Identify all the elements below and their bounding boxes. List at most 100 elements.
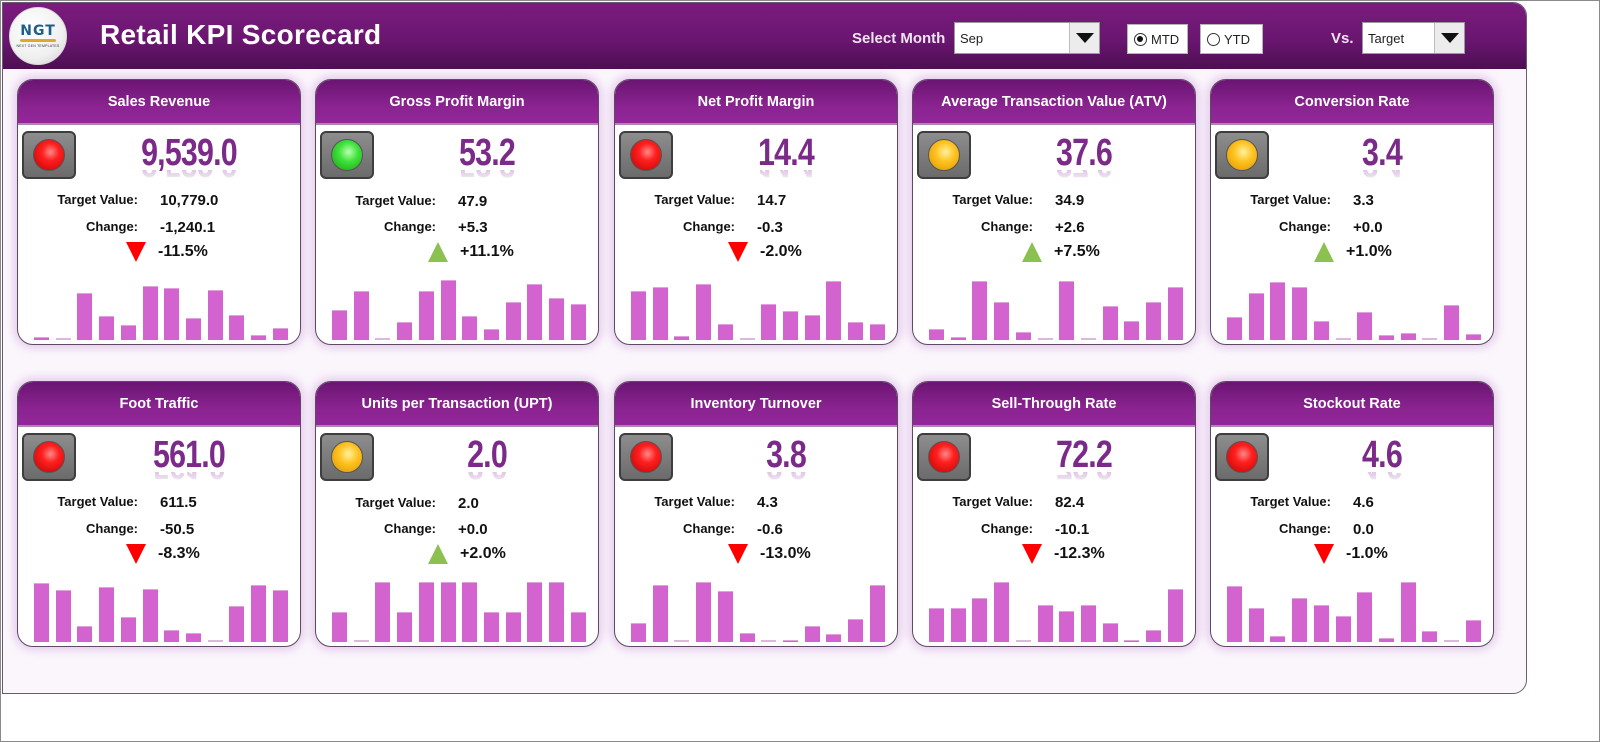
sparkline-bar [1444,305,1460,340]
target-label: Target Value: [57,192,138,207]
sparkline-bar [99,587,115,642]
sparkline-bar [869,324,885,340]
sparkline-bar [375,582,391,642]
sparkline-bar [1357,592,1373,642]
trend-sparkline [1227,278,1481,340]
sparkline-bar [739,338,755,340]
change-value: +5.3 [458,219,488,236]
kpi-card-title: Gross Profit Margin [316,80,598,125]
sparkline-bar [696,582,712,642]
target-label: Target Value: [654,494,735,509]
sparkline-bar [1248,293,1264,340]
sparkline-bar [353,291,369,340]
trend-indicator: +2.0% [428,544,506,564]
sparkline-bar [1400,333,1416,340]
sparkline-bar [1292,287,1308,340]
vs-dropdown-button[interactable] [1434,23,1464,53]
sparkline-bar [34,583,49,642]
sparkline-bar [332,612,347,642]
kpi-title-text: Inventory Turnover [690,395,822,412]
sparkline-bar [1400,582,1416,642]
kpi-card-title: Foot Traffic [18,382,300,427]
radio-unselected-icon [1207,32,1220,46]
target-label: Target Value: [654,192,735,207]
sparkline-bar [1081,338,1097,340]
vs-dropdown[interactable]: Target [1362,22,1465,54]
sparkline-bar [207,290,223,340]
sparkline-bar [1037,605,1053,642]
sparkline-bar [1227,317,1242,340]
sparkline-bar [696,284,712,340]
kpi-card-title: Inventory Turnover [615,382,897,427]
target-value: 82.4 [1055,494,1085,511]
trend-up-arrow-icon [428,242,448,262]
sparkline-bar [1059,611,1075,642]
sparkline-bar [1015,332,1031,340]
sparkline-bar [869,585,885,642]
kpi-actual-value: 37.6 [1056,132,1113,174]
sparkline-bar [55,590,71,642]
sparkline-bar [375,338,391,340]
trend-down-arrow-icon [728,242,748,262]
sparkline-bar [929,608,944,642]
trend-sparkline [34,278,288,340]
change-percent: +11.1% [460,243,514,260]
sparkline-bar [1167,287,1183,340]
sparkline-bar [272,328,288,340]
target-value: 14.7 [757,192,787,209]
change-label: Change: [1279,219,1331,234]
sparkline-bar [418,291,434,340]
ngt-logo: NGT NEXT GEN TEMPLATES [9,7,67,65]
logo-swoosh-icon [20,39,56,42]
sparkline-bar [848,322,864,340]
sparkline-bar [251,335,267,340]
status-light-red-icon [33,139,65,171]
month-dropdown-button[interactable] [1069,23,1099,53]
trend-up-arrow-icon [1022,242,1042,262]
kpi-title-text: Units per Transaction (UPT) [361,395,553,412]
logo-subtext: NEXT GEN TEMPLATES [16,44,60,48]
status-light-red-icon [33,441,65,473]
status-light-amber-icon [928,139,960,171]
sparkline-bar [229,606,245,642]
sparkline-bar [1102,306,1118,340]
sparkline-bar [1379,638,1395,642]
status-light [619,131,673,179]
sparkline-bar [440,280,456,340]
sparkline-bar [631,291,646,340]
kpi-value-reflection: 3.8 [697,472,875,486]
kpi-value-reflection: 14.4 [697,170,875,184]
ytd-radio[interactable]: YTD [1200,24,1263,54]
kpi-value-reflection: 4.6 [1293,472,1471,486]
kpi-actual-value: 4.6 [1362,434,1403,476]
kpi-value-reflection: 3.4 [1293,170,1471,184]
trend-indicator: -13.0% [728,544,811,564]
status-light [22,433,76,481]
sparkline-bar [527,284,543,340]
kpi-actual-value: 2.0 [467,434,508,476]
sparkline-bar [397,322,413,340]
kpi-actual-value: 3.8 [766,434,807,476]
chevron-down-icon [1075,33,1094,43]
sparkline-bar [804,315,820,340]
mtd-radio[interactable]: MTD [1127,24,1188,54]
change-label: Change: [384,219,436,234]
change-percent: -2.0% [760,243,802,260]
kpi-card-inventory-turnover: Inventory Turnover 3.8 3.8 Target Value:… [614,381,898,647]
status-light [22,131,76,179]
target-value: 2.0 [458,495,479,512]
kpi-card-title: Net Profit Margin [615,80,897,125]
sparkline-bar [848,619,864,642]
change-percent: -13.0% [760,545,811,562]
sparkline-bar [783,640,799,642]
month-dropdown[interactable]: Sep [954,22,1100,54]
sparkline-bar [804,626,820,642]
kpi-card-foot-traffic: Foot Traffic 561.0 561.0 Target Value: 6… [17,381,301,647]
change-label: Change: [384,521,436,536]
status-light [917,131,971,179]
trend-sparkline [929,580,1183,642]
sparkline-bar [1146,630,1162,642]
sparkline-bar [505,612,521,642]
sparkline-bar [674,640,690,642]
kpi-card-title: Sales Revenue [18,80,300,125]
